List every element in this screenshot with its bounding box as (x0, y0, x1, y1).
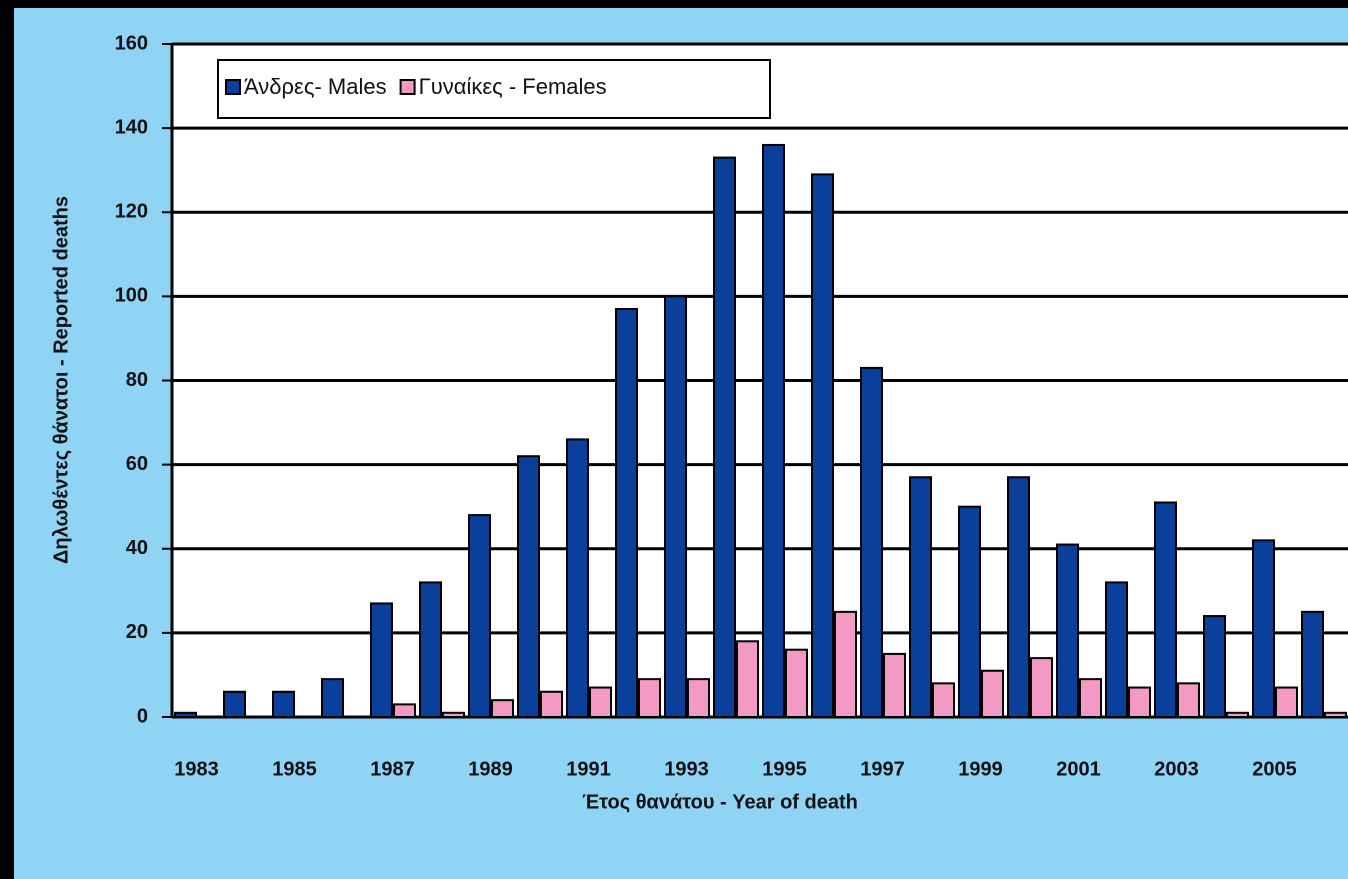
x-tick-label: 2001 (1056, 758, 1101, 780)
x-tick-label: 2005 (1252, 758, 1297, 780)
bar (883, 652, 906, 718)
bar (174, 711, 197, 719)
bar (638, 678, 661, 718)
legend-swatch (225, 79, 241, 95)
bar (785, 648, 808, 719)
y-tick-label: 40 (126, 537, 148, 559)
y-tick-label: 0 (137, 705, 148, 727)
bar (321, 678, 344, 718)
bar (491, 699, 514, 718)
bar (932, 682, 955, 718)
y-tick-label: 140 (115, 116, 148, 138)
bar (589, 686, 612, 719)
bar (1154, 501, 1177, 719)
bar (762, 143, 785, 718)
bar (909, 476, 932, 718)
x-tick-label: 1997 (860, 758, 905, 780)
bar (687, 678, 710, 718)
bar (1252, 539, 1275, 719)
y-tick-label: 160 (115, 32, 148, 54)
x-tick-label: 1995 (762, 758, 807, 780)
bar (615, 307, 638, 718)
bar (419, 581, 442, 719)
y-tick-label: 100 (115, 285, 148, 307)
bar (834, 610, 857, 718)
x-tick-label: 1989 (468, 758, 513, 780)
bar (1030, 657, 1053, 718)
bar (442, 711, 465, 719)
bar (1007, 476, 1030, 718)
legend-swatch (399, 79, 416, 95)
x-tick-label: 1985 (272, 758, 317, 780)
legend-label: Γυναίκες - Females (419, 74, 607, 99)
x-tick-label: 1999 (958, 758, 1003, 780)
bar (1079, 678, 1102, 718)
bar (1105, 581, 1128, 719)
bar (736, 640, 759, 718)
y-tick-label: 120 (115, 201, 148, 223)
bar (566, 438, 589, 718)
bar (223, 690, 246, 719)
bar (1177, 682, 1200, 718)
y-tick-label: 60 (126, 453, 148, 475)
legend-label: Άνδρες- Males (244, 74, 387, 99)
y-tick-label: 20 (126, 621, 148, 643)
border-left (0, 0, 14, 879)
x-tick-label: 1991 (566, 758, 611, 780)
bar (1275, 686, 1298, 719)
x-tick-label: 1987 (370, 758, 415, 780)
x-tick-label: 1993 (664, 758, 709, 780)
bar (1226, 711, 1249, 719)
bar (958, 505, 981, 718)
bar (540, 690, 563, 719)
bar (393, 703, 416, 718)
bar (860, 366, 883, 718)
bar (1203, 615, 1226, 718)
bar (517, 455, 540, 718)
bar (272, 690, 295, 719)
legend-box (217, 59, 771, 119)
bar (468, 514, 491, 718)
bar (1128, 686, 1151, 719)
bar (370, 602, 393, 719)
bar (1324, 711, 1347, 719)
x-tick-label: 1983 (174, 758, 219, 780)
bar (664, 295, 687, 718)
x-axis-title: Έτος θανάτου - Year of death (582, 791, 858, 813)
bar (1301, 610, 1324, 718)
bar (1056, 543, 1079, 719)
y-axis-title: Δηλωθέντες θάνατοι - Reported deaths (50, 196, 72, 564)
y-tick-label: 80 (126, 369, 148, 391)
border-top (0, 0, 1348, 8)
bar (713, 156, 736, 719)
x-tick-label: 2003 (1154, 758, 1199, 780)
bar (811, 173, 834, 719)
bar (981, 669, 1004, 719)
